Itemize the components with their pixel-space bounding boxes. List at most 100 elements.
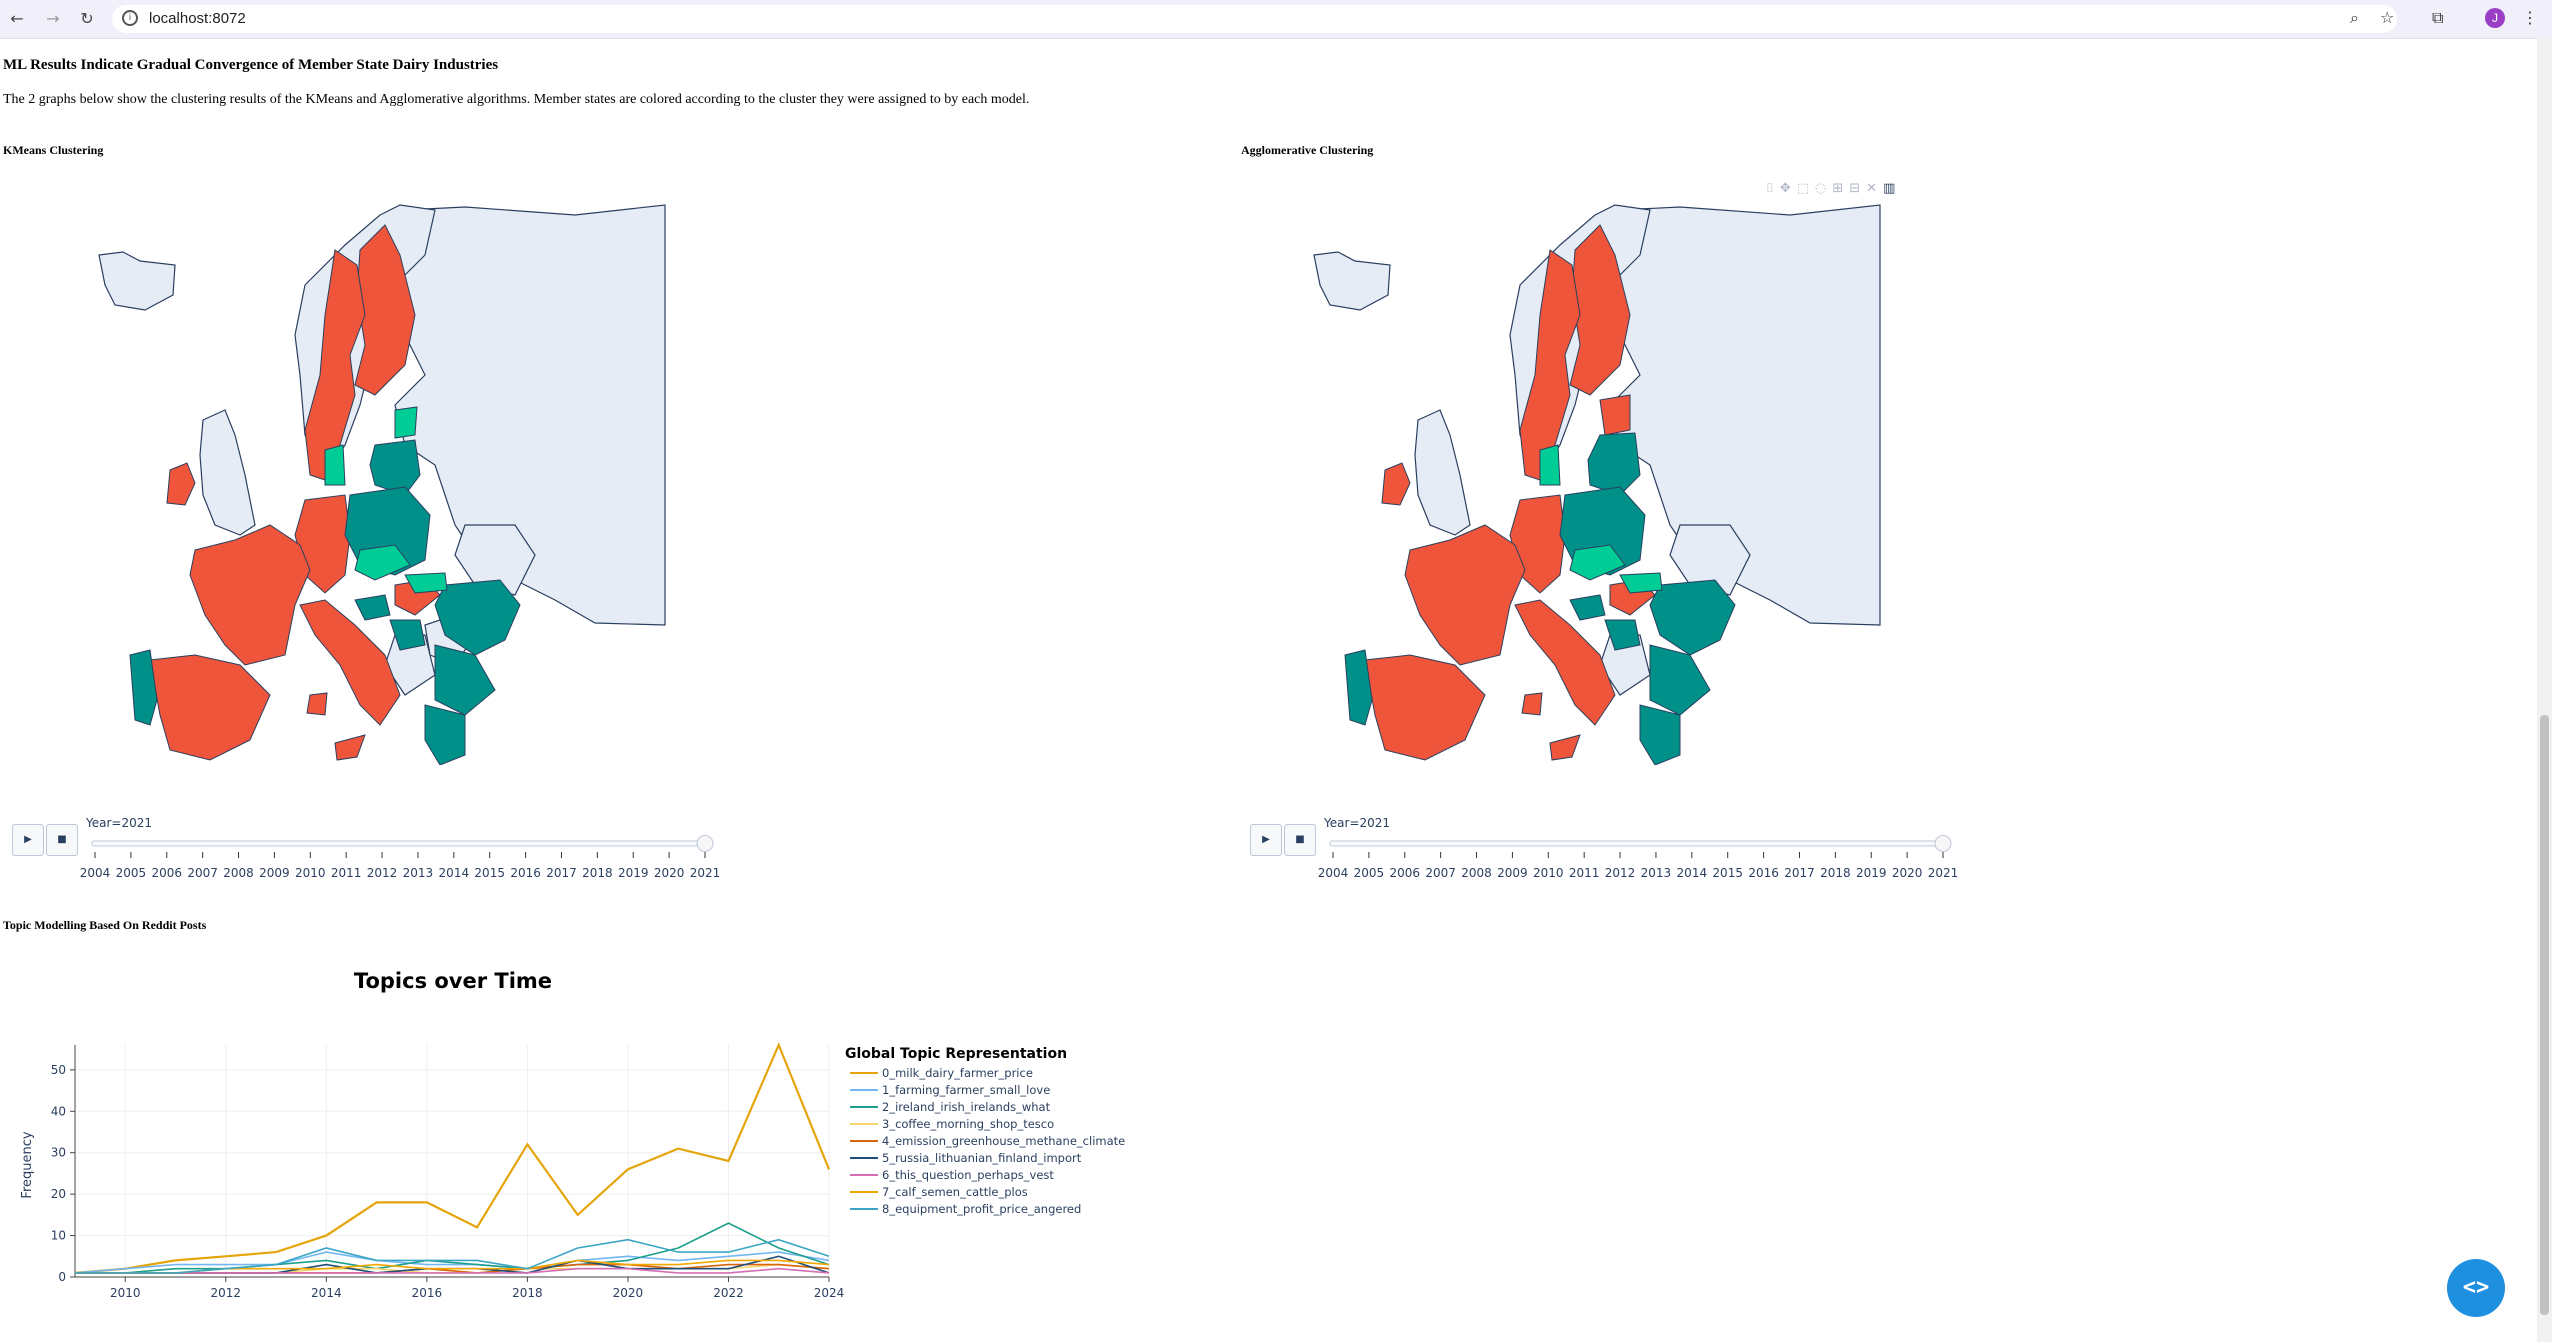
kmeans-slider-year-label[interactable]: 2013 <box>403 866 434 880</box>
back-icon[interactable]: ← <box>10 9 24 28</box>
x-tick-label: 2024 <box>814 1286 845 1300</box>
agglo-slider-year-label[interactable]: 2005 <box>1354 866 1385 880</box>
camera-icon[interactable]: ⌷ <box>1766 181 1774 196</box>
reload-icon[interactable]: ↻ <box>80 9 94 28</box>
agglo-slider-year-label[interactable]: 2007 <box>1425 866 1456 880</box>
lasso-icon[interactable]: ◌ <box>1815 181 1827 196</box>
series-line-1[interactable] <box>74 1251 830 1274</box>
forward-icon[interactable]: → <box>46 9 60 28</box>
kmeans-slider-year-label[interactable]: 2008 <box>223 866 254 880</box>
chart-legend[interactable]: 0_milk_dairy_farmer_price 1_farming_farme… <box>850 1066 1125 1216</box>
kmeans-slider-year-label[interactable]: 2007 <box>187 866 218 880</box>
legend-item-7[interactable]: 7_calf_semen_cattle_plos <box>882 1185 1028 1199</box>
zoom-out-icon[interactable]: ⊟ <box>1849 181 1861 196</box>
legend-item-5[interactable]: 5_russia_lithuanian_finland_import <box>882 1151 1082 1165</box>
agglo-slider-year-label[interactable]: 2011 <box>1569 866 1600 880</box>
zoom-icon[interactable]: ⌕ <box>2350 8 2359 27</box>
zoom-in-icon[interactable]: ⊞ <box>1832 181 1844 196</box>
agglo-slider-year-label[interactable]: 2015 <box>1712 866 1743 880</box>
agglo-slider-year-label[interactable]: 2012 <box>1605 866 1636 880</box>
legend-item-1[interactable]: 1_farming_farmer_small_love <box>882 1083 1050 1097</box>
agglo-slider-year-label[interactable]: 2018 <box>1820 866 1851 880</box>
avatar[interactable]: J <box>2485 8 2505 28</box>
agglo-year-slider[interactable]: 2004 2005 2006 2007 2008 2009 2010 2011 2012 2013… <box>1318 832 1968 882</box>
legend-item-0[interactable]: 0_milk_dairy_farmer_price <box>882 1066 1033 1080</box>
agglo-slider-year-label[interactable]: 2017 <box>1784 866 1815 880</box>
address-bar[interactable]: i localhost:8072 <box>112 5 2397 33</box>
agglo-stop-button[interactable]: ■ <box>1284 824 1316 856</box>
menu-kebab-icon[interactable]: ⋮ <box>2522 8 2538 27</box>
code-toggle-button[interactable]: <> <box>2447 1259 2505 1317</box>
y-tick-label: 40 <box>51 1104 66 1118</box>
plot-modebar: ⌷ ✥ ⬚ ◌ ⊞ ⊟ ✕ ▥ <box>1766 181 1901 196</box>
plotly-logo-icon[interactable]: ▥ <box>1883 181 1896 196</box>
kmeans-year-slider[interactable]: 2004 2005 2006 2007 2008 2009 2010 2011 2012 2013… <box>80 832 730 882</box>
kmeans-slider-handle[interactable] <box>696 835 714 852</box>
kmeans-slider-year-label[interactable]: 2020 <box>654 866 685 880</box>
agglo-slider-year-label[interactable]: 2014 <box>1677 866 1708 880</box>
kmeans-slider-year-label[interactable]: 2014 <box>439 866 470 880</box>
kmeans-slider-year-label[interactable]: 2016 <box>510 866 541 880</box>
map-cluster-green <box>324 406 448 594</box>
agglo-slider-year-label[interactable]: 2009 <box>1497 866 1528 880</box>
kmeans-map[interactable] <box>95 195 685 765</box>
kmeans-slider-year-label[interactable]: 2012 <box>367 866 398 880</box>
box-select-icon[interactable]: ⬚ <box>1796 181 1810 196</box>
kmeans-slider-year-label[interactable]: 2021 <box>690 866 721 880</box>
extensions-icon[interactable]: ⧉ <box>2432 8 2444 27</box>
kmeans-slider-year-label[interactable]: 2015 <box>474 866 505 880</box>
chart-grid <box>74 1045 830 1278</box>
agglo-slider-year-label[interactable]: 2020 <box>1892 866 1923 880</box>
y-tick-label: 30 <box>51 1146 66 1160</box>
agglo-slider-label: Year=2021 <box>1324 816 1390 830</box>
site-info-icon[interactable]: i <box>122 10 138 26</box>
legend-item-6[interactable]: 6_this_question_perhaps_vest <box>882 1168 1054 1182</box>
url-text[interactable]: localhost:8072 <box>149 10 246 27</box>
legend-item-8[interactable]: 8_equipment_profit_price_angered <box>882 1202 1081 1216</box>
series-line-0[interactable] <box>74 1042 831 1274</box>
kmeans-slider-year-label[interactable]: 2017 <box>546 866 577 880</box>
kmeans-slider-year-label[interactable]: 2006 <box>151 866 182 880</box>
browser-toolbar: ← → ↻ i localhost:8072 ⌕ ☆ ⧉ J ⋮ <box>0 0 2552 39</box>
series-line-6[interactable] <box>75 1267 830 1274</box>
kmeans-slider-year-label[interactable]: 2010 <box>295 866 326 880</box>
kmeans-play-button[interactable]: ▶ <box>12 824 44 856</box>
series-line-2[interactable] <box>75 1222 830 1274</box>
agglo-slider-year-label[interactable]: 2019 <box>1856 866 1887 880</box>
bookmark-star-icon[interactable]: ☆ <box>2380 8 2395 27</box>
series-line-8[interactable] <box>75 1238 830 1274</box>
kmeans-slider-label: Year=2021 <box>86 816 152 830</box>
reset-icon[interactable]: ✕ <box>1866 181 1878 196</box>
x-tick-label: 2014 <box>311 1286 342 1300</box>
kmeans-stop-button[interactable]: ■ <box>46 824 78 856</box>
kmeans-slider-year-label[interactable]: 2019 <box>618 866 649 880</box>
agglo-slider-year-label[interactable]: 2006 <box>1389 866 1420 880</box>
agglo-slider-rail[interactable] <box>1329 840 1947 847</box>
pan-icon[interactable]: ✥ <box>1779 181 1791 196</box>
agglo-slider-year-label[interactable]: 2021 <box>1928 866 1959 880</box>
map-cluster-red <box>149 224 441 761</box>
page-description: The 2 graphs below show the clustering r… <box>3 92 1030 107</box>
legend-item-2[interactable]: 2_ireland_irish_irelands_what <box>882 1100 1051 1114</box>
topics-over-time-chart[interactable]: Topics over Time Frequency Global Topic … <box>0 955 1140 1315</box>
legend-item-4[interactable]: 4_emission_greenhouse_methane_climate <box>882 1134 1125 1148</box>
agglo-slider-handle[interactable] <box>1934 835 1952 852</box>
agglo-slider-year-label[interactable]: 2016 <box>1748 866 1779 880</box>
y-tick-label: 10 <box>51 1229 66 1243</box>
agglo-slider-year-label[interactable]: 2008 <box>1461 866 1492 880</box>
agglo-slider-year-label[interactable]: 2004 <box>1318 866 1348 880</box>
kmeans-slider-rail[interactable] <box>91 840 709 847</box>
chart-ticks: 2010 2012 2014 2016 2018 2020 2022 2024 0 10 20 30 4… <box>51 1063 845 1300</box>
kmeans-slider-year-label[interactable]: 2011 <box>331 866 362 880</box>
kmeans-slider-year-label[interactable]: 2018 <box>582 866 613 880</box>
agglo-slider-year-label[interactable]: 2010 <box>1533 866 1564 880</box>
map-cluster-teal <box>1344 432 1736 765</box>
kmeans-slider-year-label[interactable]: 2004 <box>80 866 110 880</box>
agglo-map[interactable] <box>1300 195 1910 765</box>
kmeans-slider-year-label[interactable]: 2009 <box>259 866 290 880</box>
legend-item-3[interactable]: 3_coffee_morning_shop_tesco <box>882 1117 1054 1131</box>
scrollbar-thumb[interactable] <box>2540 715 2549 1315</box>
agglo-play-button[interactable]: ▶ <box>1250 824 1282 856</box>
kmeans-slider-year-label[interactable]: 2005 <box>116 866 147 880</box>
agglo-slider-year-label[interactable]: 2013 <box>1641 866 1672 880</box>
